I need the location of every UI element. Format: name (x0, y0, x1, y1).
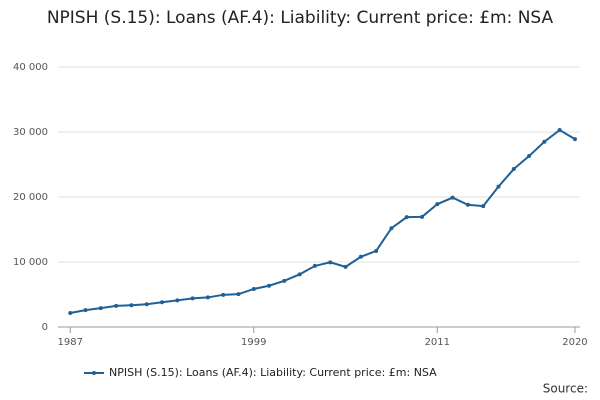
point (282, 278, 287, 283)
point (114, 303, 119, 308)
point (251, 286, 256, 291)
point (83, 308, 88, 313)
point (190, 296, 195, 301)
point (328, 260, 333, 265)
point (374, 248, 379, 253)
point (481, 204, 486, 209)
point (404, 215, 409, 220)
point (144, 302, 149, 307)
point (312, 263, 317, 268)
point (389, 226, 394, 231)
y-tick-label: 0 (42, 322, 48, 333)
y-tick-label: 20 000 (13, 192, 48, 203)
point (68, 311, 73, 316)
point (435, 202, 440, 207)
point (572, 137, 577, 142)
x-tick-label: 1999 (241, 337, 266, 348)
point (343, 264, 348, 269)
point (175, 298, 180, 303)
y-tick-label: 30 000 (13, 127, 48, 138)
point (527, 154, 532, 159)
legend-marker (92, 371, 96, 375)
point (160, 300, 165, 305)
point (297, 272, 302, 277)
chart-title: NPISH (S.15): Loans (AF.4): Liability: C… (46, 8, 554, 28)
point (420, 214, 425, 219)
point (496, 184, 501, 189)
x-tick-label: 1987 (58, 337, 83, 348)
line (70, 128, 576, 315)
point (129, 303, 134, 308)
y-tick-label: 40 000 (13, 62, 48, 73)
x-tick-label: 2011 (425, 337, 450, 348)
x-tick-label: 2020 (562, 337, 587, 348)
source: Source: (543, 382, 588, 396)
point (450, 195, 455, 200)
point (557, 128, 562, 133)
point (205, 295, 210, 300)
point (98, 306, 103, 311)
point (358, 254, 363, 259)
point (542, 139, 547, 144)
legend-label: NPISH (S.15): Loans (AF.4): Liability: C… (109, 366, 437, 379)
point (511, 167, 516, 172)
y-tick-label: 10 000 (13, 257, 48, 268)
point (267, 283, 272, 288)
point (221, 292, 226, 297)
point (465, 202, 470, 207)
point (236, 292, 241, 297)
